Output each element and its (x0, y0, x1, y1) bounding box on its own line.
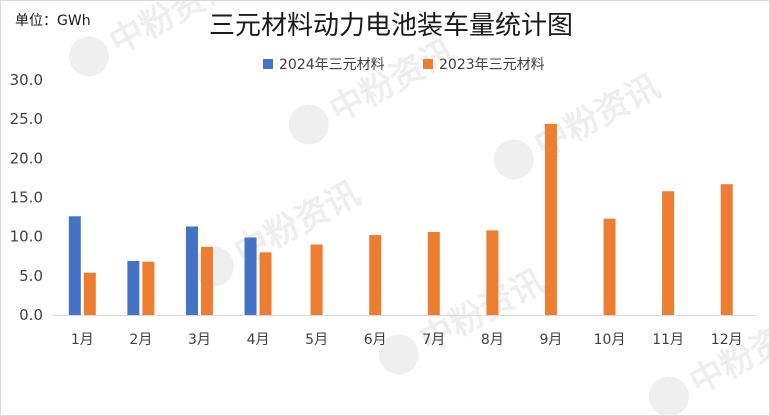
bars-layer (68, 123, 733, 315)
bar-series-2023 (83, 272, 96, 315)
bar-series-2024 (244, 237, 257, 315)
x-tick-label: 10月 (594, 332, 626, 348)
x-tick-label: 12月 (711, 332, 743, 348)
bar-series-2024 (127, 260, 140, 315)
x-tick-label: 6月 (364, 332, 387, 348)
legend-label: 2024年三元材料 (279, 57, 385, 73)
bar-series-2023 (200, 246, 213, 315)
x-tick-label: 2月 (129, 332, 152, 348)
y-tick-label: 0.0 (19, 306, 43, 324)
y-tick-label: 30.0 (10, 71, 43, 89)
watermark: 中粉资讯 (288, 32, 462, 145)
legend-swatch (423, 59, 433, 69)
y-tick-label: 15.0 (10, 189, 43, 207)
unit-label: 单位：GWh (15, 13, 91, 29)
bar-series-2023 (486, 230, 499, 315)
bar-series-2024 (185, 226, 198, 315)
p-logo-icon (378, 334, 419, 375)
x-tick-label: 1月 (71, 332, 94, 348)
y-tick-label: 25.0 (10, 110, 43, 128)
watermark: 中粉资讯 (493, 67, 667, 180)
p-logo-icon (68, 36, 109, 77)
x-tick-label: 11月 (652, 332, 684, 348)
x-tick-label: 3月 (188, 332, 211, 348)
watermark-text: 中粉资讯 (683, 304, 769, 403)
legend: 2024年三元材料 2023年三元材料 (263, 57, 545, 73)
legend-swatch (263, 59, 273, 69)
p-logo-icon (648, 376, 689, 415)
watermark: 中粉资讯 (378, 262, 552, 375)
bar-series-2023 (310, 244, 323, 315)
x-axis: 1月 2月 3月 4月 5月 6月 7月 8月 9月 10月 11月 12月 (71, 332, 743, 348)
bar-series-2023 (369, 235, 382, 315)
x-tick-label: 4月 (247, 332, 270, 348)
watermark: 中粉资讯 (193, 174, 367, 287)
x-tick-label: 9月 (539, 332, 562, 348)
chart-title: 三元材料动力电池装车量统计图 (209, 11, 573, 41)
x-tick-label: 8月 (481, 332, 504, 348)
y-tick-label: 20.0 (10, 149, 43, 167)
bar-series-2023 (142, 261, 155, 315)
y-tick-label: 10.0 (10, 228, 43, 246)
bar-series-2023 (544, 123, 557, 315)
y-tick-label: 5.0 (19, 267, 43, 285)
y-axis: 0.0 5.0 10.0 15.0 20.0 25.0 30.0 (10, 71, 43, 324)
p-logo-icon (288, 104, 329, 145)
p-logo-icon (493, 139, 534, 180)
bar-series-2023 (427, 231, 440, 315)
bar-series-2023 (662, 191, 675, 315)
watermark-text: 中粉资讯 (323, 32, 462, 131)
bar-series-2023 (720, 184, 733, 315)
bar-series-2023 (259, 252, 272, 315)
bar-series-2024 (68, 216, 81, 315)
bar-series-2023 (603, 218, 616, 315)
watermark: 中粉资讯 (648, 304, 769, 415)
legend-label: 2023年三元材料 (439, 57, 545, 73)
x-tick-label: 5月 (305, 332, 328, 348)
x-tick-label: 7月 (422, 332, 445, 348)
